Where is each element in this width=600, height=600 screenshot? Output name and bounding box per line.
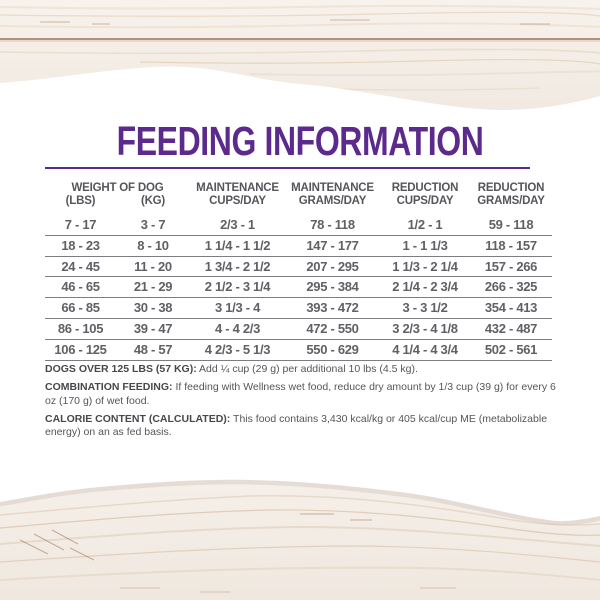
table-header-row: WEIGHT OF DOG (LBS) (KG) MAINTENANCE CUP… [45, 182, 552, 215]
cell: 3 - 3 1/2 [402, 300, 448, 316]
kg-label: (KG) [140, 194, 166, 207]
cell: 4 - 4 2/3 [215, 320, 260, 336]
cell: 1/2 - 1 [407, 217, 443, 232]
cell: 550 - 629 [306, 341, 359, 357]
cell: 1 1/4 - 1 1/2 [204, 237, 271, 253]
note-label: COMBINATION FEEDING: [45, 381, 173, 393]
cell: 207 - 295 [306, 258, 359, 274]
feeding-table: WEIGHT OF DOG (LBS) (KG) MAINTENANCE CUP… [45, 182, 552, 361]
note-dogs-over-125: DOGS OVER 125 LBS (57 KG): Add ¼ cup (29… [45, 363, 561, 377]
note-label: DOGS OVER 125 LBS (57 KG): [45, 363, 197, 375]
table-row: 66 - 85 30 - 38 3 1/3 - 4 393 - 472 3 - … [45, 298, 552, 319]
lbs-label: (LBS) [65, 194, 96, 207]
table-header-reduction-cups: REDUCTION CUPS/DAY [391, 182, 459, 207]
cell: 502 - 561 [484, 341, 538, 357]
cell: 2 1/4 - 2 3/4 [392, 279, 458, 295]
title-underline [45, 167, 530, 169]
cell: 11 - 20 [134, 258, 172, 274]
table-row: 106 - 125 48 - 57 4 2/3 - 5 1/3 550 - 62… [45, 340, 552, 361]
top-wood-wave [0, 0, 600, 110]
table-row: 46 - 65 21 - 29 2 1/2 - 3 1/4 295 - 384 … [45, 277, 552, 299]
cell: 18 - 23 [61, 237, 100, 253]
cell: 106 - 125 [54, 341, 107, 357]
cell: 1 - 1 1/3 [402, 237, 448, 253]
cell: 1 3/4 - 2 1/2 [204, 258, 271, 274]
cell: 7 - 17 [64, 217, 97, 232]
cell: 295 - 384 [306, 279, 359, 295]
cell: 432 - 487 [484, 320, 538, 336]
cell: 266 - 325 [484, 279, 538, 295]
cell: 39 - 47 [133, 320, 173, 336]
weight-of-dog-label: WEIGHT OF DOG [71, 182, 164, 194]
cell: 157 - 266 [484, 258, 538, 274]
table-header-weight: WEIGHT OF DOG (LBS) (KG) [45, 182, 190, 207]
note-text: This food contains 3,430 kcal/kg or 405 … [45, 412, 548, 439]
cell: 66 - 85 [61, 300, 100, 316]
cell: 21 - 29 [133, 279, 173, 295]
cell: 8 - 10 [137, 237, 169, 253]
cell: 1 1/3 - 2 1/4 [392, 258, 458, 274]
cell: 24 - 45 [61, 258, 100, 274]
cell: 86 - 105 [57, 320, 104, 336]
cell: 78 - 118 [310, 217, 355, 232]
cell: 4 1/4 - 4 3/4 [392, 341, 458, 357]
note-combination-feeding: COMBINATION FEEDING: If feeding with Wel… [45, 381, 561, 408]
table-header-maintenance-cups: MAINTENANCE CUPS/DAY [196, 182, 279, 207]
cell: 2/3 - 1 [220, 217, 255, 232]
table-row: 86 - 105 39 - 47 4 - 4 2/3 472 - 550 3 2… [45, 319, 552, 340]
note-text: If feeding with Wellness wet food, reduc… [45, 381, 556, 407]
table-row: 7 - 17 3 - 7 2/3 - 1 78 - 118 1/2 - 1 59… [45, 215, 552, 236]
cell: 30 - 38 [133, 300, 173, 316]
cell: 46 - 65 [61, 279, 100, 295]
table-row: 18 - 23 8 - 10 1 1/4 - 1 1/2 147 - 177 1… [45, 236, 552, 257]
cell: 4 2/3 - 5 1/3 [204, 341, 271, 357]
cell: 147 - 177 [306, 237, 359, 253]
table-header-reduction-grams: REDUCTION GRAMS/DAY [477, 182, 545, 207]
cell: 48 - 57 [133, 341, 173, 357]
cell: 2 1/2 - 3 1/4 [204, 279, 271, 295]
cell: 3 2/3 - 4 1/8 [392, 320, 458, 336]
cell: 3 1/3 - 4 [215, 300, 260, 316]
table-header-maintenance-grams: MAINTENANCE GRAMS/DAY [291, 182, 374, 207]
table-row: 24 - 45 11 - 20 1 3/4 - 2 1/2 207 - 295 … [45, 257, 552, 278]
bottom-wood-wave [0, 479, 600, 600]
cell: 3 - 7 [140, 217, 166, 232]
page-title: FEEDING INFORMATION [116, 118, 484, 164]
cell: 118 - 157 [485, 237, 537, 253]
note-calorie-content: CALORIE CONTENT (CALCULATED): This food … [45, 413, 561, 440]
cell: 393 - 472 [306, 300, 359, 316]
footnotes: DOGS OVER 125 LBS (57 KG): Add ¼ cup (29… [45, 363, 561, 444]
cell: 59 - 118 [488, 217, 534, 232]
cell: 354 - 413 [484, 300, 538, 316]
note-label: CALORIE CONTENT (CALCULATED): [45, 412, 231, 425]
note-text: Add ¼ cup (29 g) per additional 10 lbs (… [199, 363, 418, 375]
cell: 472 - 550 [306, 320, 359, 336]
